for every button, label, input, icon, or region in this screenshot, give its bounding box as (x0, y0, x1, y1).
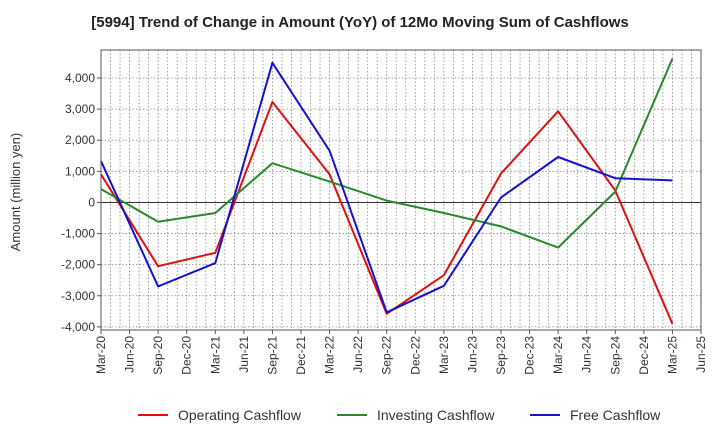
x-tick-label: Mar-23 (437, 336, 451, 374)
y-axis-ticks: 4,000 3,000 2,000 1,000 0 -1,000 -2,000 -3,000 -… (61, 71, 101, 334)
plot-area (101, 50, 701, 330)
x-tick-label: Dec-20 (180, 336, 194, 375)
x-tick-label: Dec-24 (637, 336, 651, 375)
x-tick-label: Dec-22 (408, 336, 422, 375)
y-tick-label: 1,000 (65, 164, 95, 178)
x-tick-label: Jun-20 (123, 336, 137, 373)
legend-label-free-cashflow: Free Cashflow (570, 407, 661, 423)
y-tick-label: 0 (88, 195, 95, 209)
series-line-operating-cashflow (100, 101, 674, 325)
x-tick-label: Mar-20 (94, 336, 108, 374)
x-tick-label: Jun-25 (694, 336, 708, 373)
y-tick-label: 3,000 (65, 102, 95, 116)
x-tick-label: Mar-25 (665, 336, 679, 374)
x-tick-label: Jun-22 (351, 336, 365, 373)
x-tick-label: Sep-20 (151, 336, 165, 375)
chart-title: [5994] Trend of Change in Amount (YoY) o… (91, 14, 629, 31)
y-tick-label: -1,000 (61, 227, 95, 241)
x-tick-label: Dec-23 (523, 336, 537, 375)
x-tick-label: Sep-21 (265, 336, 279, 375)
series-layer (100, 58, 674, 325)
y-tick-label: -4,000 (61, 320, 95, 334)
y-tick-label: 2,000 (65, 133, 95, 147)
x-tick-label: Mar-22 (323, 336, 337, 374)
x-tick-label: Mar-21 (208, 336, 222, 374)
y-axis-title: Amount (million yen) (8, 133, 23, 252)
x-axis-ticks: Mar-20 Jun-20 Sep-20 Dec-20 Mar-21 Jun-21 Sep-… (94, 330, 708, 375)
x-tick-label: Dec-21 (294, 336, 308, 375)
y-tick-label: -3,000 (61, 289, 95, 303)
legend-label-operating-cashflow: Operating Cashflow (178, 407, 302, 423)
legend-label-investing-cashflow: Investing Cashflow (377, 407, 495, 423)
x-tick-label: Jun-23 (465, 336, 479, 373)
x-tick-label: Sep-23 (494, 336, 508, 375)
series-line-investing-cashflow (100, 58, 674, 249)
plot-border (100, 49, 702, 331)
x-tick-label: Jun-21 (237, 336, 251, 373)
y-tick-label: 4,000 (65, 71, 95, 85)
x-tick-label: Jun-24 (580, 336, 594, 373)
x-tick-label: Sep-24 (608, 336, 622, 375)
x-tick-label: Mar-24 (551, 336, 565, 374)
legend: Operating Cashflow Investing Cashflow Free… (138, 407, 661, 423)
x-tick-label: Sep-22 (380, 336, 394, 375)
series-line-free-cashflow (100, 61, 673, 314)
y-tick-label: -2,000 (61, 258, 95, 272)
